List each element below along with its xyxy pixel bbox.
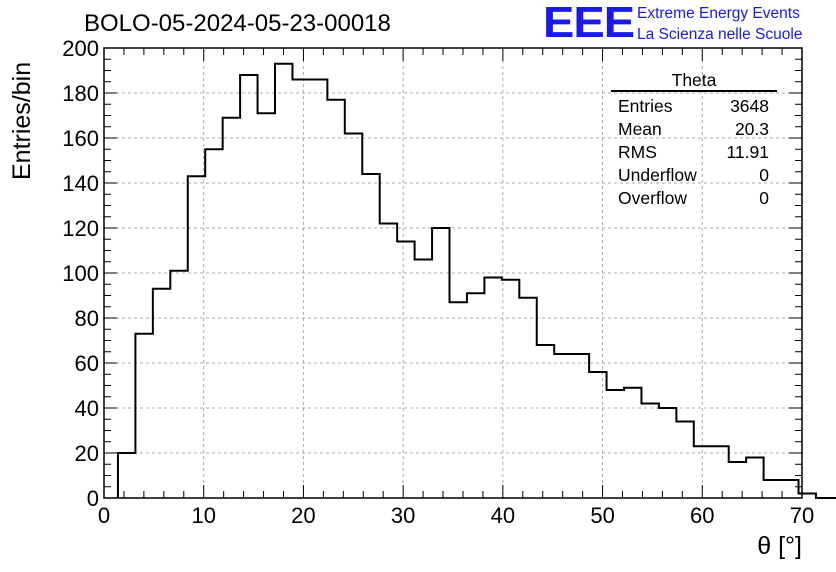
stats-label: Overflow: [618, 188, 688, 208]
y-tick-label: 200: [62, 36, 99, 61]
stats-label: RMS: [618, 142, 657, 162]
histogram-bin: [641, 404, 658, 499]
histogram-bin: [292, 80, 309, 499]
histogram-bin: [607, 390, 624, 498]
grid-lines: [104, 48, 802, 498]
x-tick-label: 70: [790, 503, 814, 528]
x-tick-label: 30: [391, 503, 415, 528]
y-tick-label: 80: [75, 306, 99, 331]
tick-labels: 0 10 20 30 40 50 60 70 0 20 40 60 80 100 120 140 160 180 2…: [62, 36, 814, 528]
stats-label: Mean: [618, 119, 662, 139]
y-tick-label: 160: [62, 126, 99, 151]
histogram-bin: [711, 446, 728, 498]
y-tick-label: 180: [62, 81, 99, 106]
histogram-bin: [659, 408, 676, 498]
y-tick-label: 60: [75, 351, 99, 376]
histogram-bin: [432, 228, 449, 498]
x-tick-label: 20: [291, 503, 315, 528]
stats-box: Theta Entries 3648 Mean 20.3 RMS 11.91 Unde…: [611, 71, 777, 210]
y-tick-label: 40: [75, 396, 99, 421]
y-tick-label: 120: [62, 216, 99, 241]
stats-value: 0: [759, 165, 769, 185]
histogram-bin: [345, 134, 362, 499]
histogram-bin: [170, 271, 187, 498]
stats-value: 20.3: [734, 119, 769, 139]
histogram-bin: [258, 113, 275, 498]
histogram-bin: [554, 354, 571, 498]
histogram-bin: [519, 298, 536, 498]
histogram-series: [116, 62, 836, 499]
histogram-bin: [205, 149, 222, 498]
logo-caption: Extreme Energy Events La Scienza nelle S…: [637, 3, 802, 45]
stats-row: RMS 11.91: [611, 141, 777, 164]
histogram-bin: [781, 480, 798, 498]
x-tick-label: 0: [98, 503, 110, 528]
histogram-bin: [484, 278, 501, 499]
histogram-bin: [450, 302, 467, 498]
stats-value: 0: [759, 188, 769, 208]
stats-row: Underflow 0: [611, 164, 777, 187]
histogram-bin: [764, 480, 781, 498]
histogram-bin: [537, 345, 554, 498]
histogram-bin: [397, 242, 414, 499]
x-axis-label: θ [°]: [757, 532, 802, 560]
histogram-bin: [362, 174, 379, 498]
x-tick-label: 10: [191, 503, 215, 528]
histogram-bin: [327, 100, 344, 498]
y-tick-label: 0: [87, 486, 99, 511]
x-tick-label: 50: [590, 503, 614, 528]
histogram-bin: [275, 64, 292, 498]
eee-logo: EEE: [543, 0, 635, 46]
histogram-bin: [415, 260, 432, 499]
histogram-bin: [467, 293, 484, 498]
logo-line-1: Extreme Energy Events: [637, 5, 800, 22]
histogram-bin: [118, 453, 135, 498]
stats-value: 11.91: [726, 142, 770, 162]
histogram-bin: [135, 334, 152, 498]
histogram-bin: [676, 422, 693, 499]
x-tick-label: 40: [491, 503, 515, 528]
chart-title: BOLO-05-2024-05-23-00018: [84, 10, 391, 37]
x-tick-label: 60: [690, 503, 714, 528]
y-axis-label: Entries/bin: [8, 61, 36, 180]
stats-row: Overflow 0: [611, 187, 777, 210]
histogram-bin: [240, 75, 257, 498]
histogram-bin: [188, 176, 205, 498]
stats-value: 3648: [730, 96, 769, 116]
histogram-bin: [153, 289, 170, 498]
y-tick-label: 20: [75, 441, 99, 466]
stats-title: Theta: [611, 71, 777, 92]
histogram-bin: [589, 372, 606, 498]
histogram-bin: [729, 462, 746, 498]
histogram-bin: [502, 280, 519, 498]
stats-row: Mean 20.3: [611, 118, 777, 141]
histogram-bin: [624, 388, 641, 498]
histogram-bin: [310, 80, 327, 499]
histogram-bin: [572, 354, 589, 498]
axis-ticks: [103, 47, 803, 499]
histogram-line: [116, 62, 836, 499]
logo-line-2: La Scienza nelle Scuole: [637, 26, 803, 43]
histogram-bin: [223, 118, 240, 498]
y-tick-label: 100: [62, 261, 99, 286]
stats-row: Entries 3648: [611, 95, 777, 118]
y-tick-label: 140: [62, 171, 99, 196]
stats-label: Entries: [618, 96, 673, 116]
histogram-bin: [746, 458, 763, 499]
stats-label: Underflow: [618, 165, 697, 185]
histogram-bin: [380, 224, 397, 499]
